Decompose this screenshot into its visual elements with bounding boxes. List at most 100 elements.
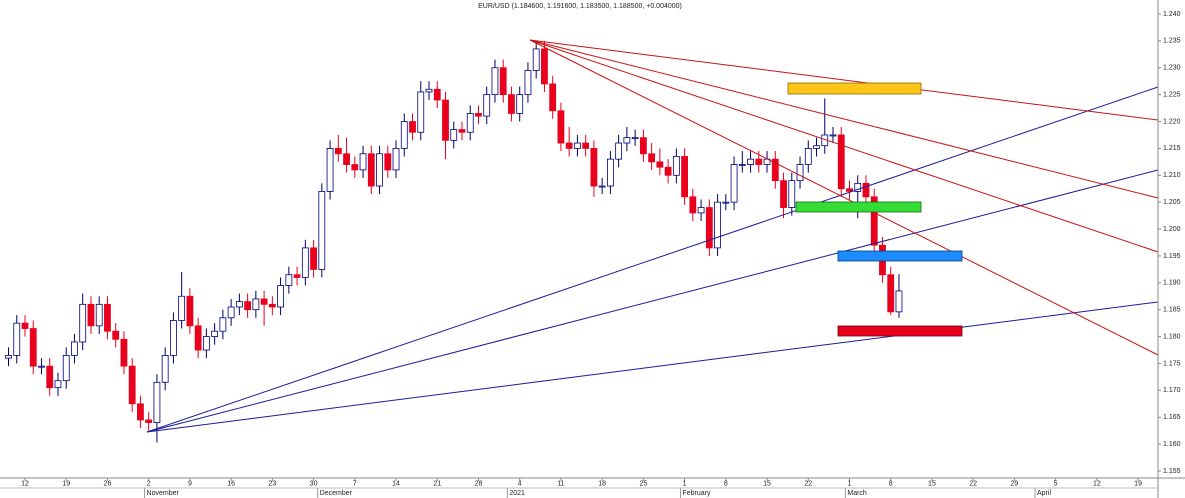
drawings: [146, 39, 1159, 433]
y-tick-label: 1.205: [1163, 199, 1181, 206]
candle-body: [87, 303, 95, 327]
x-tick-label: 12: [1093, 480, 1101, 487]
candle-body: [466, 113, 474, 133]
candle-body: [277, 285, 284, 308]
x-tick-label: 28: [475, 480, 483, 487]
candle-body: [598, 185, 606, 188]
y-tick-label: 1.240: [1163, 11, 1181, 18]
candle-body: [268, 303, 276, 308]
y-tick-label: 1.195: [1163, 253, 1181, 260]
x-tick-label: 16: [227, 480, 235, 487]
candle-body: [120, 338, 128, 367]
x-tick-label: 4: [518, 480, 522, 487]
candle-body: [13, 322, 21, 356]
candle-body: [862, 182, 870, 198]
candle-body: [648, 153, 656, 163]
candle-body: [326, 148, 334, 192]
candle-body: [235, 301, 243, 308]
candle-body: [252, 298, 260, 311]
candle-body: [565, 142, 573, 149]
fan-line: [146, 86, 1159, 433]
candle-body: [532, 48, 540, 71]
candle-body: [714, 201, 721, 249]
x-tick-label: 8: [889, 480, 893, 487]
y-tick-label: 1.155: [1163, 468, 1181, 475]
candle-body: [334, 148, 342, 155]
zone-box: [787, 82, 922, 95]
candle-body: [153, 381, 161, 424]
month-label: December: [320, 490, 353, 497]
candle-body: [524, 70, 532, 96]
candle-body: [79, 303, 87, 343]
candle-body: [417, 91, 425, 133]
candle-body: [796, 164, 804, 182]
candle-body: [260, 298, 268, 305]
candle-body: [846, 188, 853, 192]
x-tick-label: 19: [62, 480, 70, 487]
candle-body: [615, 142, 623, 160]
x-tick-label: 25: [639, 480, 647, 487]
y-tick-label: 1.180: [1163, 333, 1181, 340]
candle-body: [384, 153, 392, 171]
candle-body: [301, 247, 309, 278]
candle-body: [755, 158, 763, 165]
x-tick-label: 14: [392, 480, 400, 487]
candle-body: [38, 365, 45, 368]
candle-body: [71, 341, 78, 356]
chart-title: EUR/USD (1.184600, 1.191600, 1.183500, 1…: [478, 3, 682, 10]
month-label: November: [147, 490, 180, 497]
candle-body: [211, 330, 219, 337]
candle-body: [376, 153, 383, 187]
x-tick-label: 12: [21, 480, 29, 487]
x-tick-label: 9: [188, 480, 192, 487]
x-tick-label: 26: [104, 480, 112, 487]
fan-line: [529, 39, 1159, 121]
candle-body: [780, 180, 787, 208]
candle-body: [5, 355, 12, 359]
x-tick-label: 30: [310, 480, 318, 487]
candle-body: [887, 274, 895, 313]
candle-body: [433, 88, 441, 101]
candle-body: [689, 196, 697, 214]
x-tick-label: 21: [433, 480, 441, 487]
candle-body: [367, 153, 375, 187]
zone-box: [795, 201, 922, 213]
candle-body: [697, 207, 705, 214]
candle-body: [186, 295, 194, 327]
x-tick-label: 29: [1011, 480, 1019, 487]
y-tick-label: 1.200: [1163, 226, 1181, 233]
zone-box: [837, 325, 963, 337]
candle-body: [499, 67, 507, 96]
candle-body: [442, 99, 449, 141]
candle-body: [46, 365, 54, 389]
candle-body: [483, 94, 491, 117]
candle-body: [549, 83, 557, 112]
month-label: 2021: [509, 490, 525, 497]
fan-line: [146, 169, 1159, 433]
x-tick-label: 18: [598, 480, 606, 487]
candle-body: [458, 129, 466, 133]
fan-line: [529, 39, 1159, 253]
fan-line: [529, 39, 1159, 356]
x-tick-label: 23: [268, 480, 276, 487]
candle-body: [672, 156, 680, 176]
candle-body: [62, 355, 70, 382]
candle-body: [425, 88, 433, 93]
x-tick-label: 22: [804, 480, 812, 487]
y-tick-label: 1.235: [1163, 38, 1181, 45]
candle-body: [137, 403, 144, 421]
candle-body: [178, 295, 186, 321]
candle-body: [145, 419, 153, 424]
candle-body: [508, 94, 515, 114]
candle-body: [574, 142, 581, 149]
candle-body: [854, 182, 862, 192]
y-tick-label: 1.185: [1163, 307, 1181, 314]
candle-body: [590, 148, 598, 187]
fan-line: [529, 39, 1159, 199]
candle-body: [343, 153, 350, 165]
candle-body: [491, 67, 499, 96]
candle-body: [359, 153, 367, 171]
candle-body: [95, 303, 103, 327]
